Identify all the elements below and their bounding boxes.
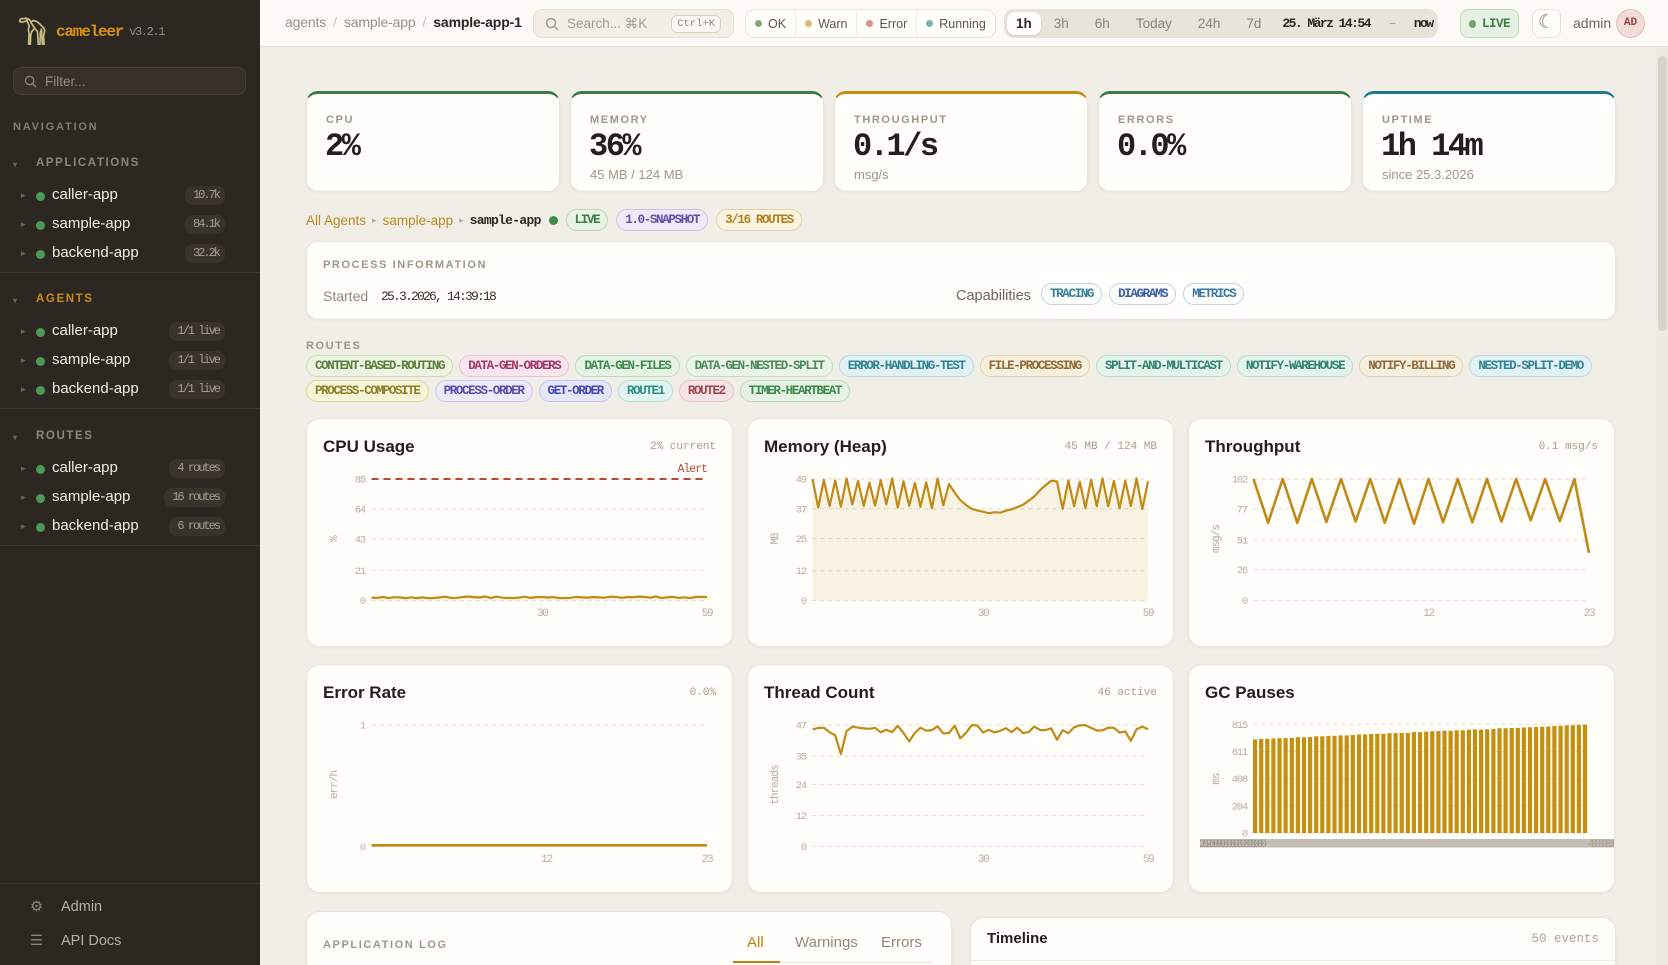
- svg-text:51: 51: [1237, 535, 1248, 547]
- svg-text:408: 408: [1232, 774, 1248, 786]
- svg-text:2020000808080808000: 2020000808080808000: [1199, 839, 1266, 851]
- svg-text:msg/s: msg/s: [1211, 525, 1223, 553]
- svg-text:12: 12: [796, 566, 807, 578]
- svg-text:0: 0: [1242, 596, 1248, 608]
- svg-text:35: 35: [796, 752, 807, 764]
- svg-text:43: 43: [355, 535, 366, 547]
- svg-text:64: 64: [355, 505, 366, 517]
- svg-text:12: 12: [541, 854, 552, 866]
- svg-text:MB: MB: [770, 532, 782, 545]
- svg-text:%: %: [329, 535, 341, 542]
- svg-text:30: 30: [978, 854, 989, 866]
- svg-text:37: 37: [796, 504, 807, 516]
- svg-text:49: 49: [796, 475, 807, 487]
- svg-text:47: 47: [796, 721, 807, 733]
- svg-text:25: 25: [796, 534, 807, 546]
- svg-text:23: 23: [702, 854, 713, 866]
- svg-text:30: 30: [978, 608, 989, 620]
- svg-text:ms: ms: [1211, 773, 1223, 785]
- svg-text:1: 1: [360, 721, 366, 733]
- svg-text:24: 24: [796, 780, 807, 792]
- svg-text:30: 30: [537, 608, 548, 620]
- svg-text:21: 21: [355, 566, 366, 578]
- svg-text:12: 12: [1423, 608, 1434, 620]
- svg-text:611: 611: [1232, 747, 1248, 759]
- svg-text:err/h: err/h: [329, 771, 341, 799]
- svg-text:815: 815: [1232, 720, 1248, 732]
- svg-text:23: 23: [1584, 608, 1595, 620]
- svg-text:Alert: Alert: [677, 463, 707, 476]
- svg-text:12: 12: [796, 811, 807, 823]
- svg-text:0: 0: [1242, 829, 1248, 841]
- svg-text:0: 0: [801, 596, 807, 608]
- svg-text:102: 102: [1232, 475, 1248, 487]
- svg-text:59: 59: [1143, 854, 1154, 866]
- svg-text:77: 77: [1237, 504, 1248, 516]
- svg-text:26: 26: [1237, 565, 1248, 577]
- svg-text:0: 0: [360, 596, 366, 608]
- svg-text:85: 85: [355, 475, 366, 487]
- svg-text:0: 0: [801, 842, 807, 854]
- svg-text:59: 59: [702, 608, 713, 620]
- svg-text:threads: threads: [770, 765, 782, 805]
- svg-text:59: 59: [1143, 608, 1154, 620]
- svg-text:204: 204: [1232, 801, 1248, 813]
- svg-text:48080868: 48080868: [1588, 839, 1615, 851]
- svg-text:0: 0: [360, 842, 366, 854]
